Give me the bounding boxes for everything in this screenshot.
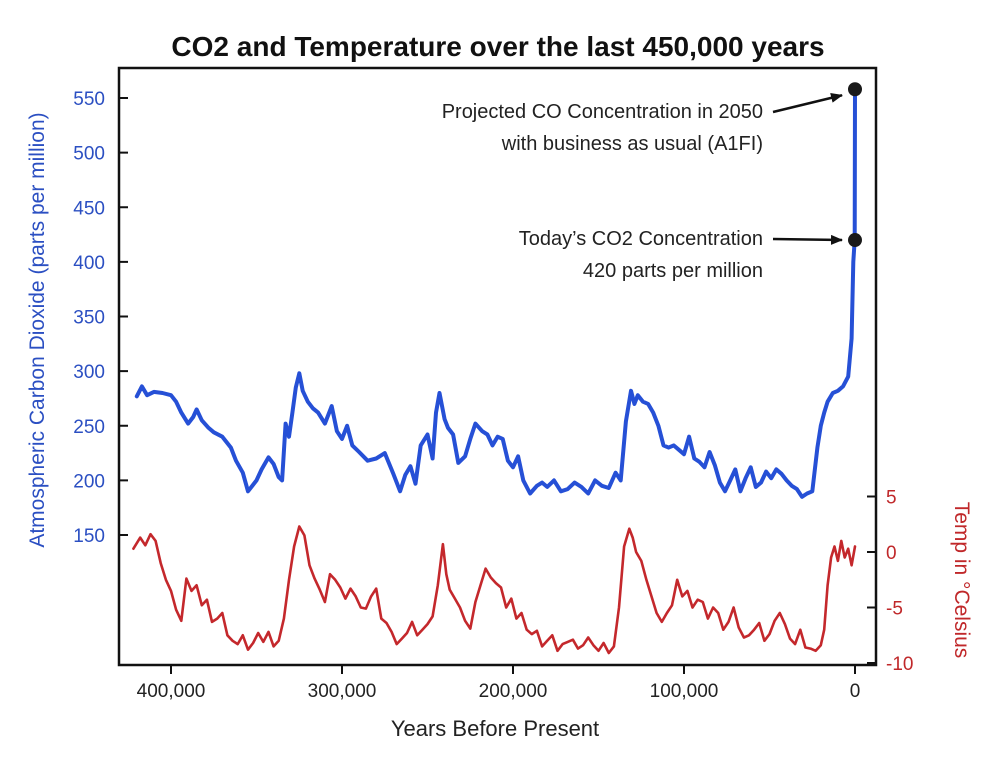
x-tick-label: 100,000 <box>650 681 719 702</box>
annotation-line-2: with business as usual (A1FI) <box>501 133 763 155</box>
left-tick-label: 350 <box>73 308 105 329</box>
annotation-line-1: Projected CO Concentration in 2050 <box>442 101 763 123</box>
series-co2-line <box>134 87 857 499</box>
right-tick-label: -10 <box>886 654 913 675</box>
annotation-line-1: Today’s CO2 Concentration <box>519 228 763 250</box>
annotation-line-2: 420 parts per million <box>583 260 763 282</box>
projected-2050-point <box>848 82 862 97</box>
y-axis-label-temperature: Temp in °Celsius <box>950 502 973 659</box>
x-tick-label: 300,000 <box>308 681 377 702</box>
left-tick-label: 400 <box>73 253 105 274</box>
right-tick-label: -5 <box>886 599 903 620</box>
x-tick-label: 0 <box>850 681 861 702</box>
right-tick-label: 0 <box>886 543 897 564</box>
annotation-arrow <box>772 92 843 114</box>
x-tick-label: 200,000 <box>479 681 548 702</box>
x-axis-label: Years Before Present <box>391 716 599 741</box>
left-tick-label: 250 <box>73 417 105 438</box>
annotation-arrow <box>772 234 843 245</box>
left-tick-label: 200 <box>73 471 105 492</box>
left-tick-label: 550 <box>73 89 105 110</box>
chart-title: CO2 and Temperature over the last 450,00… <box>171 31 824 62</box>
left-tick-label: 300 <box>73 362 105 383</box>
series-temperature-line <box>132 525 857 655</box>
x-tick-label: 400,000 <box>137 681 206 702</box>
right-tick-label: 5 <box>886 488 897 509</box>
y-axis-label-co2: Atmospheric Carbon Dioxide (parts per mi… <box>26 112 49 547</box>
left-tick-label: 150 <box>73 526 105 547</box>
today-co2-point <box>848 233 862 248</box>
left-tick-label: 450 <box>73 198 105 219</box>
plot-frame <box>117 66 878 667</box>
left-tick-label: 500 <box>73 144 105 165</box>
